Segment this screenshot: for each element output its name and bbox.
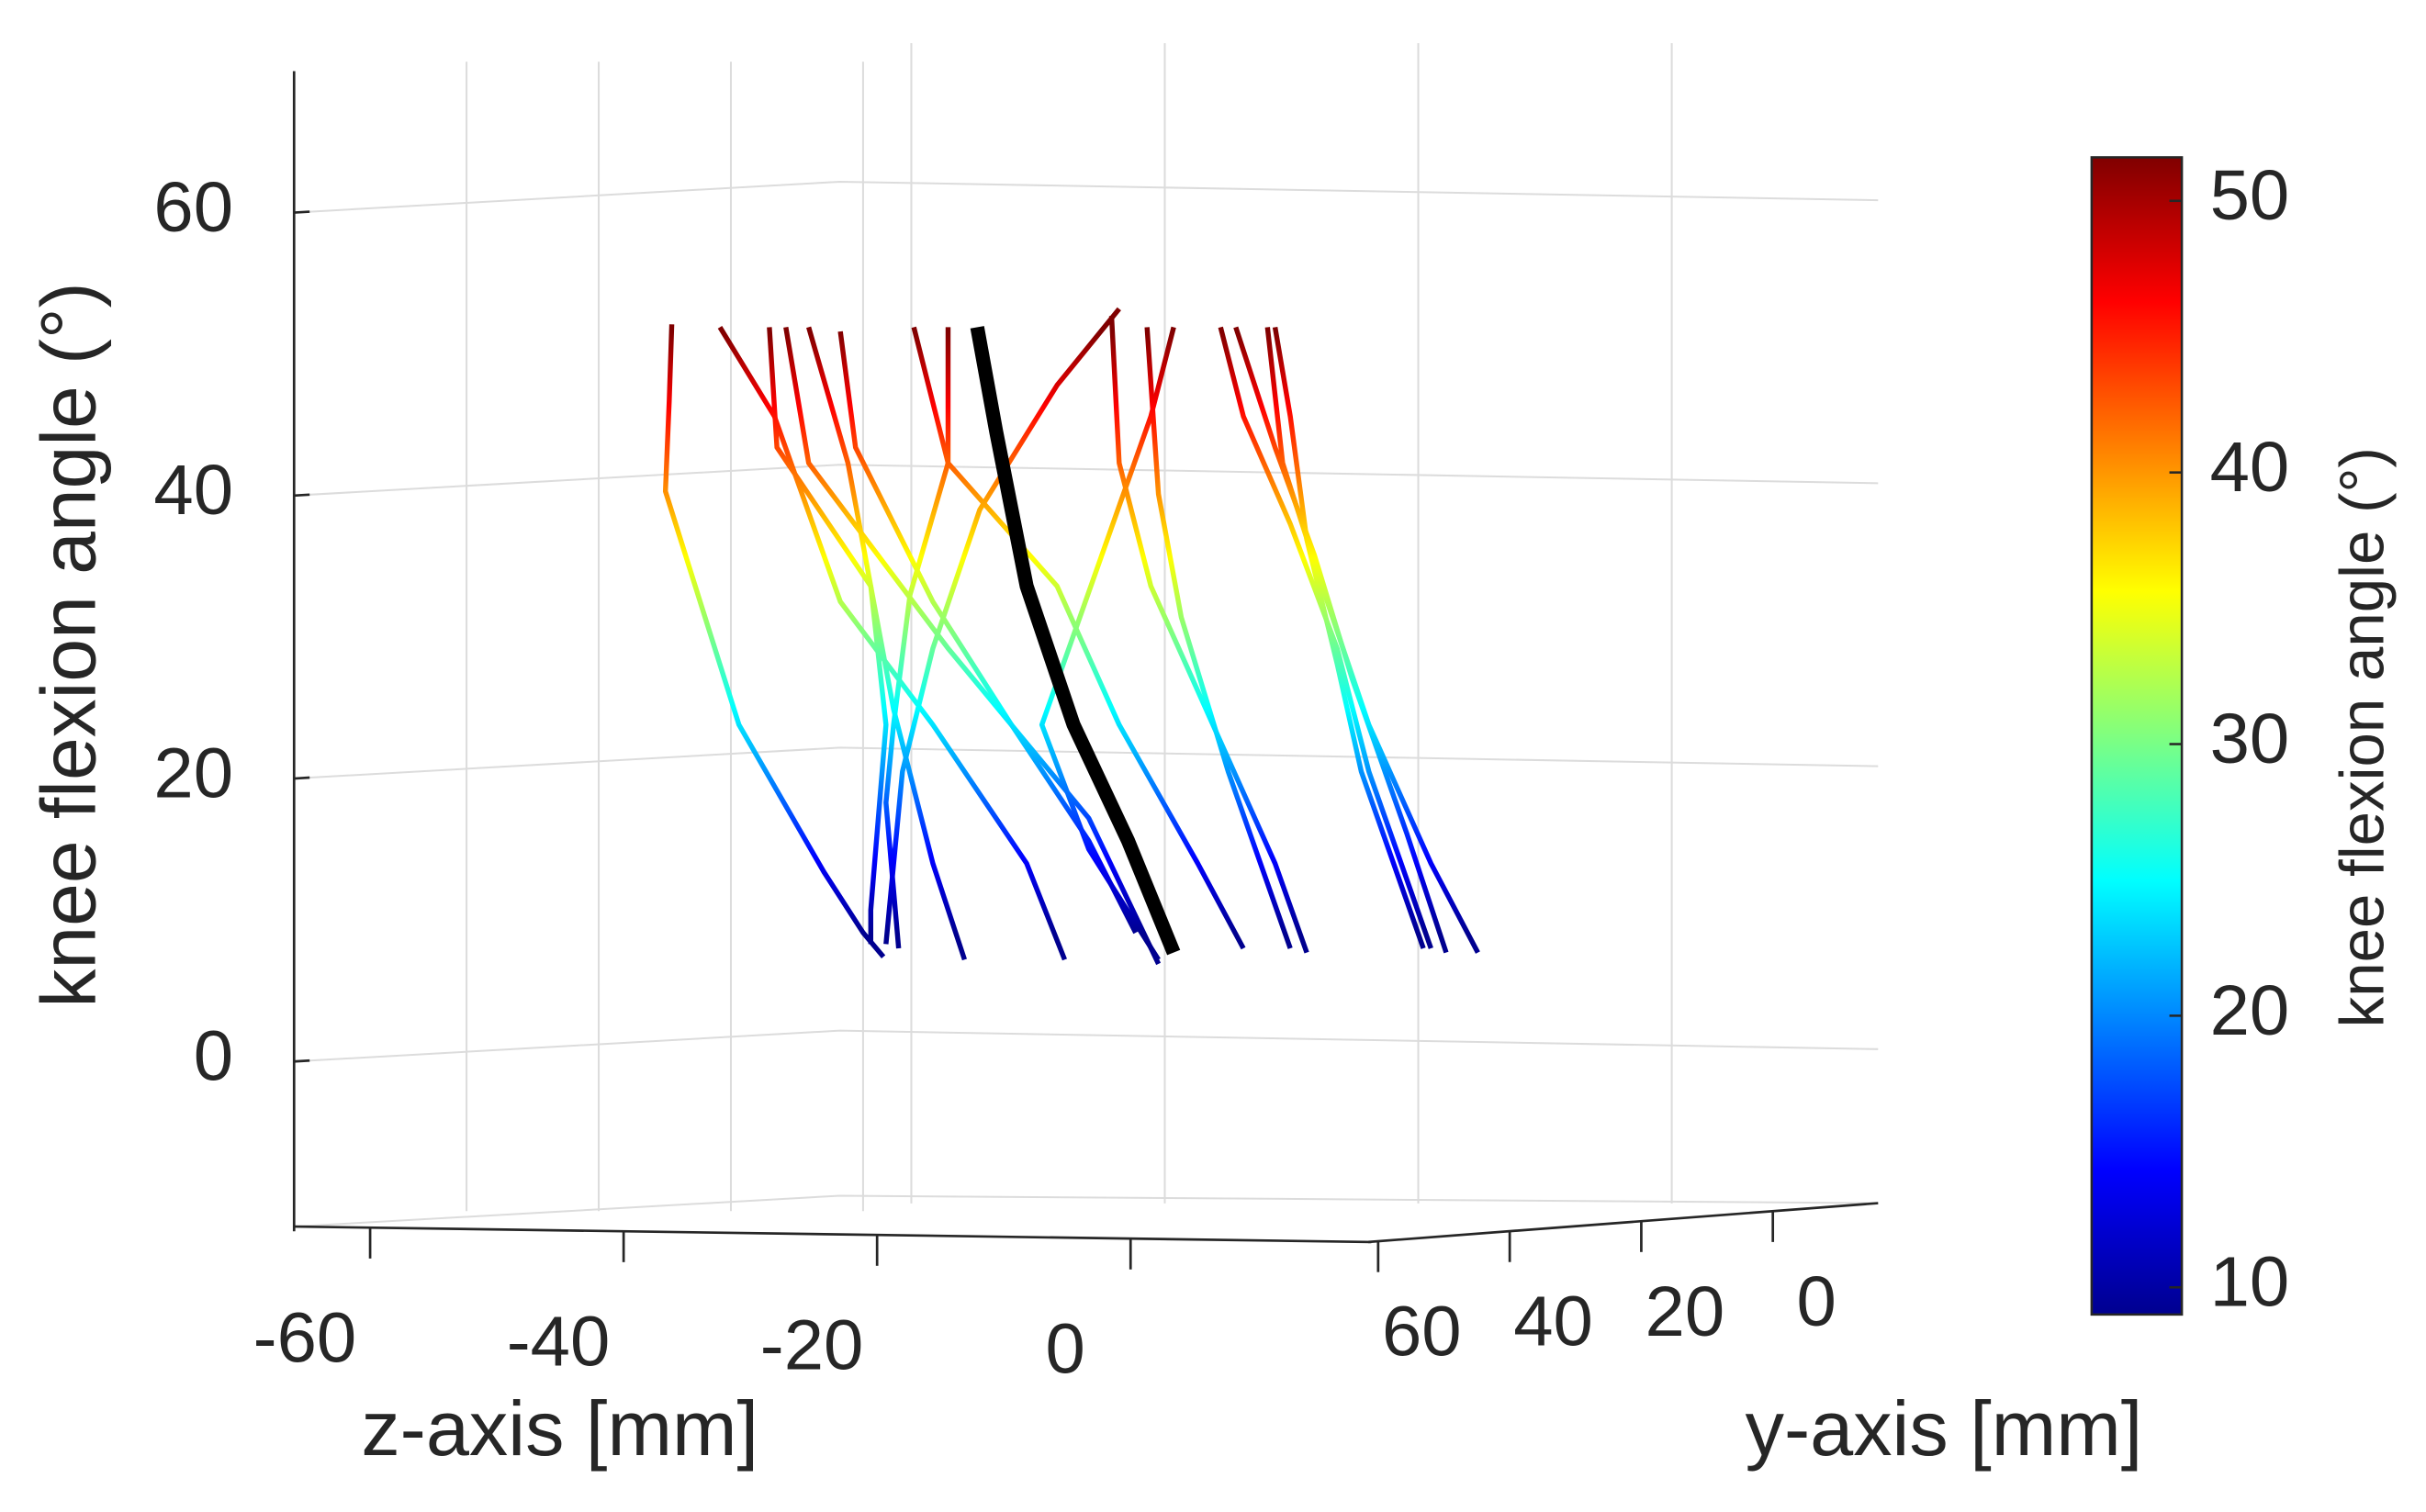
z-tick-label: 0: [194, 1017, 233, 1096]
trajectory: [1264, 327, 1480, 954]
y-axis-line: [1368, 1202, 1879, 1244]
grid-line: [294, 746, 1879, 780]
colorbar: [2090, 156, 2184, 1316]
colorbar-tick-label: 30: [2210, 700, 2290, 778]
x-tick-label: -40: [507, 1303, 611, 1382]
z-tick-label: 40: [153, 451, 233, 530]
grid-line: [294, 1029, 1879, 1063]
y-axis-label: y-axis [mm]: [1746, 1385, 2143, 1472]
trajectory: [806, 326, 967, 961]
trajectory: [1144, 327, 1293, 949]
z-axis-label: knee flexion angle (°): [25, 282, 111, 1007]
trajectory: [1272, 326, 1426, 949]
box-edge: [294, 1194, 1879, 1228]
grid-line: [294, 464, 1879, 497]
trajectory: [1108, 315, 1309, 954]
colorbar-tick-label: 40: [2210, 428, 2290, 507]
x-tick-label: -20: [760, 1306, 864, 1385]
x-tick-label: 0: [1045, 1310, 1084, 1389]
colorbar-label: knee flexion angle (°): [2328, 447, 2397, 1027]
colorbar-tick-label: 20: [2210, 971, 2290, 1050]
z-tick-label: 20: [153, 734, 233, 813]
z-tick: [294, 1058, 310, 1063]
trajectory: [1218, 326, 1433, 949]
x-axis-line: [294, 1225, 1372, 1244]
trajectory: [783, 326, 1162, 966]
y-tick-label: 0: [1796, 1262, 1836, 1341]
z-tick: [294, 493, 310, 498]
trajectory: [767, 327, 889, 945]
trajectory: [970, 326, 1181, 956]
y-tick-label: 40: [1513, 1282, 1593, 1361]
z-tick-label: 60: [153, 168, 233, 247]
z-tick: [294, 210, 310, 214]
grid-line: [294, 180, 1879, 214]
x-axis-label: z-axis [mm]: [361, 1385, 758, 1472]
trajectory: [883, 327, 951, 949]
y-tick-label: 20: [1645, 1272, 1725, 1351]
colorbar-tick-label: 10: [2210, 1243, 2290, 1322]
x-tick-label: -60: [253, 1299, 357, 1378]
trajectory: [837, 330, 1139, 935]
trajectory: [1039, 326, 1176, 961]
trajectory: [883, 307, 1121, 945]
colorbar-tick-label: 50: [2210, 156, 2290, 235]
y-tick-label: 60: [1382, 1293, 1462, 1372]
trajectory: [662, 324, 886, 958]
trajectory: [911, 326, 1246, 950]
